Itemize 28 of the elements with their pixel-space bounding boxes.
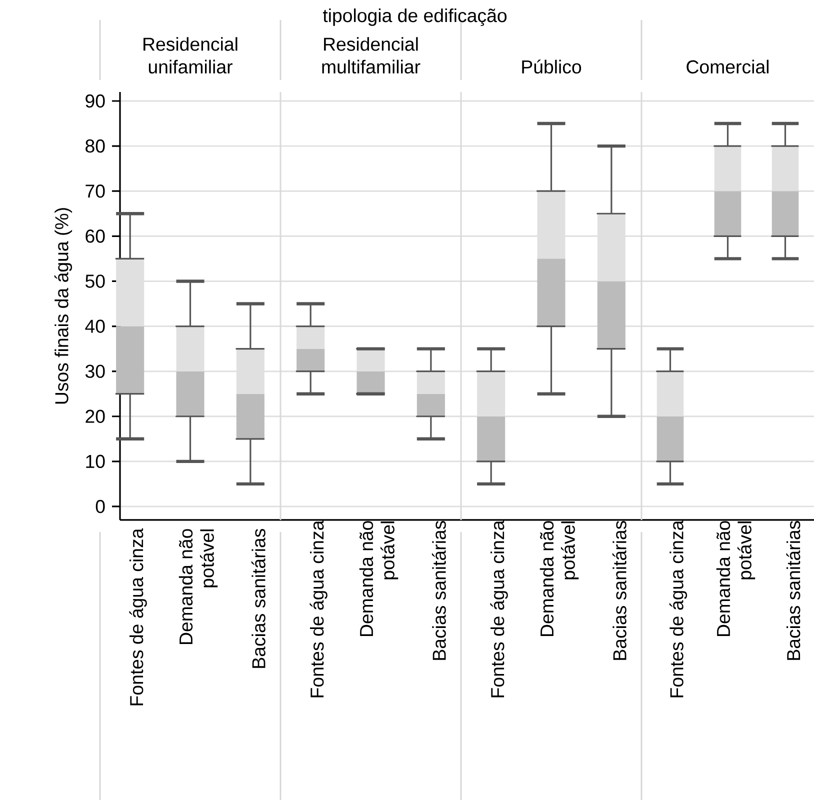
x-tick-label: Bacias sanitárias (432, 520, 446, 660)
chart-title: Residencial unifamiliar (144, 37, 238, 74)
x-tick-label: Demanda não potável (716, 521, 756, 636)
y-tick-label: 60 (86, 230, 105, 243)
y-tick-label: 20 (86, 410, 105, 423)
x-tick-label: Fontes de água cinza (490, 520, 508, 698)
x-tick-label: Fontes de água cinza (310, 520, 328, 698)
y-axis-title: Usos finais da água (%) (54, 208, 72, 404)
x-tick-label: Bacias sanitárias (612, 520, 626, 660)
x-tick-label: Fontes de água cinza (129, 528, 147, 706)
y-tick-label: 30 (85, 364, 105, 378)
chart-title: Residencial multifamiliar (322, 37, 420, 74)
y-tick-label: 80 (86, 139, 105, 153)
text: tipologia de edificação (322, 8, 507, 26)
y-tick-label: 90 (86, 94, 105, 108)
y-tick-label: 70 (86, 184, 105, 198)
y-tick-label: 50 (86, 274, 105, 288)
y-tick-label: 0 (96, 500, 105, 514)
x-tick-label: Demanda não potável (359, 521, 398, 636)
x-tick-label: Bacias sanitárias (251, 528, 266, 668)
chart-title: Comercial (686, 60, 768, 74)
x-tick-label: Demanda não potável (540, 521, 579, 636)
x-tick-label: Bacias sanitárias (786, 520, 800, 660)
x-tick-label: Demanda não potável (178, 529, 218, 644)
chart-title: Público (522, 60, 582, 74)
x-tick-label: Fontes de água cinza (669, 520, 688, 698)
y-tick-label: 10 (86, 454, 105, 468)
y-tick-label: 40 (85, 320, 105, 333)
